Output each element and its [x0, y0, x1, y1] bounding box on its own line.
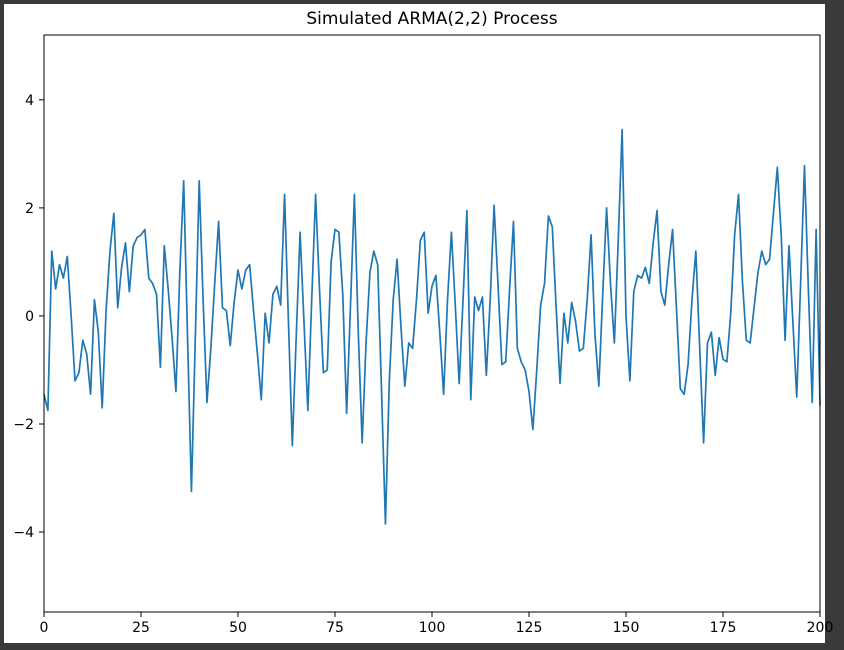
x-tick-label: 25	[132, 620, 150, 636]
x-tick-label: 0	[40, 620, 49, 636]
y-tick-label: 4	[25, 93, 34, 109]
y-tick-label: 2	[25, 201, 34, 217]
x-tick-label: 75	[326, 620, 344, 636]
series-line	[43, 128, 821, 525]
x-tick-label: 100	[419, 620, 446, 636]
series-path	[43, 128, 821, 525]
y-axis: −4 −2 0 2 4	[13, 93, 44, 541]
y-tick-label: 0	[25, 309, 34, 325]
x-tick-label: 50	[229, 620, 247, 636]
y-tick-label: −4	[13, 525, 34, 541]
x-tick-label: 125	[516, 620, 543, 636]
x-tick-label: 175	[710, 620, 737, 636]
axes-spines	[43, 34, 821, 613]
x-tick-label: 200	[807, 620, 834, 636]
x-axis: 0 25 50 75 100 125 150 175 200	[40, 612, 834, 636]
x-tick-label: 150	[613, 620, 640, 636]
y-tick-label: −2	[13, 417, 34, 433]
chart-title: Simulated ARMA(2,2) Process	[306, 9, 557, 29]
